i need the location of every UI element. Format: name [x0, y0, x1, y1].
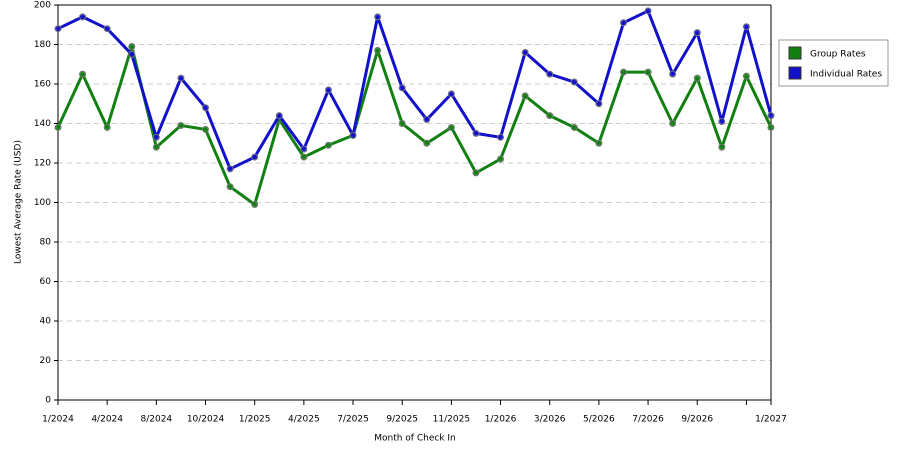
data-point — [669, 70, 677, 78]
data-point — [546, 112, 554, 120]
data-point — [767, 112, 775, 120]
x-tick-label: 9/2026 — [681, 415, 713, 425]
data-point — [644, 7, 652, 15]
x-tick-label: 1/2026 — [485, 415, 517, 425]
data-point — [718, 118, 726, 126]
data-point — [423, 116, 431, 124]
data-point — [226, 183, 234, 191]
y-tick-label: 100 — [34, 198, 51, 208]
data-point — [767, 123, 775, 131]
data-point — [472, 169, 480, 177]
data-point — [423, 139, 431, 147]
x-tick-label: 7/2025 — [337, 415, 369, 425]
x-tick-label: 4/2024 — [91, 415, 123, 425]
legend-swatch — [788, 66, 802, 80]
y-tick-label: 120 — [34, 159, 51, 169]
x-tick-label: 3/2026 — [534, 415, 566, 425]
data-point — [521, 92, 529, 100]
x-tick-label: 7/2026 — [632, 415, 664, 425]
data-point — [595, 100, 603, 108]
data-point — [251, 200, 259, 208]
data-point — [79, 70, 87, 78]
data-point — [546, 70, 554, 78]
y-tick-label: 20 — [40, 356, 52, 366]
y-tick-label: 0 — [45, 396, 51, 406]
x-tick-label: 11/2025 — [433, 415, 470, 425]
data-point — [128, 50, 136, 58]
data-point — [398, 84, 406, 92]
data-point — [79, 13, 87, 21]
y-tick-label: 200 — [34, 1, 51, 11]
y-tick-label: 40 — [40, 317, 52, 327]
data-point — [251, 153, 259, 161]
data-point — [570, 78, 578, 86]
y-tick-label: 160 — [34, 80, 51, 90]
y-tick-label: 140 — [34, 119, 51, 129]
data-point — [693, 74, 701, 82]
data-point — [447, 123, 455, 131]
y-tick-label: 180 — [34, 40, 51, 50]
data-point — [669, 120, 677, 127]
data-point — [300, 153, 308, 161]
x-tick-label: 8/2024 — [141, 415, 173, 425]
legend-label: Group Rates — [810, 50, 866, 60]
data-point — [447, 90, 455, 98]
data-point — [374, 46, 382, 54]
y-axis-label: Lowest Average Rate (USD) — [14, 140, 24, 264]
x-tick-label: 1/2024 — [42, 415, 74, 425]
data-point — [103, 123, 111, 131]
x-tick-label: 5/2026 — [583, 415, 615, 425]
data-point — [374, 13, 382, 21]
data-point — [202, 125, 210, 133]
x-tick-label: 4/2025 — [288, 415, 320, 425]
legend-label: Individual Rates — [810, 70, 882, 80]
data-point — [742, 23, 750, 31]
data-point — [570, 123, 578, 131]
data-point — [103, 25, 111, 33]
data-point — [497, 155, 505, 163]
data-point — [300, 145, 308, 153]
data-point — [742, 72, 750, 80]
x-tick-label: 9/2025 — [386, 415, 418, 425]
data-point — [472, 129, 480, 137]
x-tick-label: 1/2025 — [239, 415, 271, 425]
data-point — [324, 86, 332, 94]
data-point — [718, 143, 726, 151]
data-point — [152, 133, 160, 141]
y-tick-label: 80 — [40, 238, 52, 248]
data-point — [619, 19, 627, 27]
data-point — [54, 25, 62, 33]
series-line — [56, 44, 773, 206]
data-point — [644, 68, 652, 76]
legend-swatch — [788, 46, 802, 60]
y-tick-label: 60 — [40, 277, 52, 287]
x-axis-label: Month of Check In — [374, 434, 456, 444]
data-point — [54, 123, 62, 131]
data-point — [693, 29, 701, 37]
data-point — [128, 42, 136, 50]
data-point — [177, 121, 185, 129]
data-point — [275, 112, 283, 120]
data-point — [349, 131, 357, 139]
x-tick-label: 10/2024 — [187, 415, 225, 425]
series-line — [57, 9, 773, 171]
data-point — [202, 104, 210, 112]
data-point — [497, 133, 505, 141]
data-point — [595, 139, 603, 147]
data-point — [398, 120, 406, 127]
data-point — [152, 143, 160, 151]
data-point — [177, 74, 185, 82]
data-point — [324, 141, 332, 149]
x-tick-label: 1/2027 — [755, 415, 787, 425]
data-point — [521, 48, 529, 56]
data-point — [226, 165, 234, 173]
data-point — [619, 68, 627, 76]
